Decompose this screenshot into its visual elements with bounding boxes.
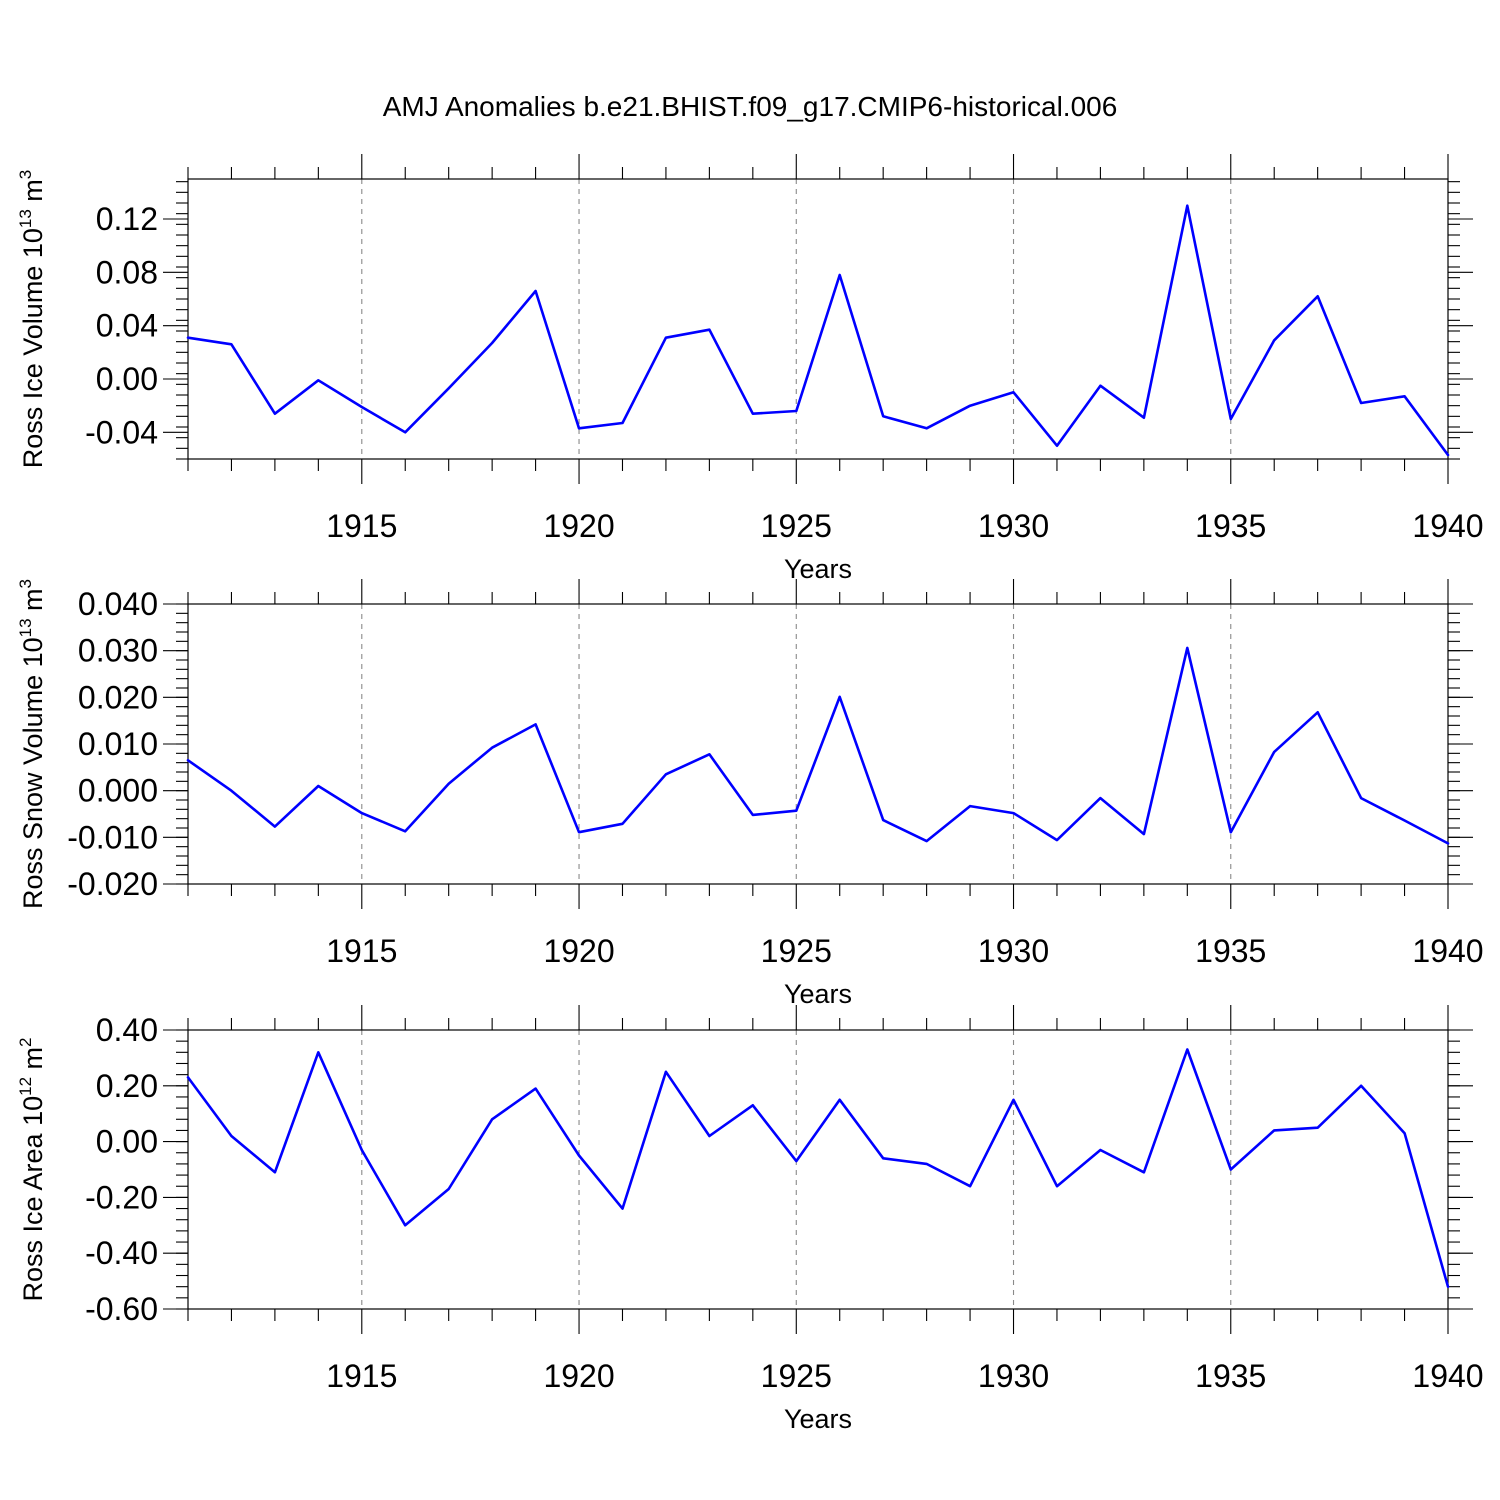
y-tick-label: -0.20 bbox=[85, 1179, 158, 1215]
panel-2: -0.020 -0.010 0.000 0.010 0.020 0.030 0.040 191… bbox=[16, 579, 1484, 1009]
y-axis-title: Ross Snow Volume 1013 m3 bbox=[16, 579, 48, 909]
x-axis-title: Years bbox=[784, 979, 852, 1009]
y-tick-label: -0.04 bbox=[85, 414, 158, 450]
series-line-1 bbox=[186, 204, 1450, 457]
x-tick-label: 1935 bbox=[1195, 1358, 1266, 1394]
series-line-1 bbox=[186, 646, 1450, 845]
y-tick-label: 0.00 bbox=[96, 1124, 158, 1160]
x-tick-label: 1930 bbox=[978, 1358, 1049, 1394]
y-tick-label: 0.08 bbox=[96, 254, 158, 290]
x-tick-label: 1915 bbox=[326, 1358, 397, 1394]
y-tick-label: 0.20 bbox=[96, 1068, 158, 1104]
plot-frame bbox=[187, 1029, 1449, 1310]
y-axis-title: Ross Ice Volume 1013 m3 bbox=[16, 170, 48, 469]
x-axis-title: Years bbox=[784, 1404, 852, 1434]
y-tick-label: -0.010 bbox=[67, 819, 158, 855]
y-tick-label: -0.60 bbox=[85, 1291, 158, 1327]
series-line-1 bbox=[186, 1048, 1450, 1288]
chart-title: AMJ Anomalies b.e21.BHIST.f09_g17.CMIP6-… bbox=[383, 91, 1118, 122]
x-axis-title: Years bbox=[784, 554, 852, 584]
y-tick-label: 0.40 bbox=[96, 1012, 158, 1048]
x-tick-label: 1940 bbox=[1412, 933, 1483, 969]
y-axis-title: Ross Ice Area 1012 m2 bbox=[16, 1037, 48, 1301]
plot-frame bbox=[187, 178, 1449, 460]
y-tick-label: 0.04 bbox=[96, 308, 158, 344]
y-tick-label: 0.010 bbox=[78, 726, 158, 762]
y-tick-label: 0.000 bbox=[78, 773, 158, 809]
panels: -0.04 0.00 0.04 0.08 0.12 1915 1920 1925 1930 193… bbox=[16, 154, 1484, 1434]
panel-1: -0.04 0.00 0.04 0.08 0.12 1915 1920 1925 1930 193… bbox=[16, 154, 1484, 584]
y-tick-label: 0.030 bbox=[78, 633, 158, 669]
y-tick-label: 0.020 bbox=[78, 679, 158, 715]
y-tick-label: 0.040 bbox=[78, 586, 158, 622]
x-tick-label: 1925 bbox=[761, 933, 832, 969]
x-tick-label: 1920 bbox=[543, 933, 614, 969]
x-tick-label: 1920 bbox=[543, 508, 614, 544]
x-tick-label: 1930 bbox=[978, 933, 1049, 969]
y-tick-label: -0.40 bbox=[85, 1235, 158, 1271]
x-tick-label: 1940 bbox=[1412, 508, 1483, 544]
x-tick-label: 1935 bbox=[1195, 508, 1266, 544]
y-tick-label: 0.12 bbox=[96, 201, 158, 237]
panel-3: -0.60 -0.40 -0.20 0.00 0.20 0.40 1915 1920 1925 1… bbox=[16, 1005, 1484, 1434]
y-tick-label: 0.00 bbox=[96, 361, 158, 397]
x-tick-label: 1940 bbox=[1412, 1358, 1483, 1394]
x-tick-label: 1915 bbox=[326, 508, 397, 544]
x-tick-label: 1915 bbox=[326, 933, 397, 969]
x-tick-label: 1925 bbox=[761, 508, 832, 544]
x-tick-label: 1935 bbox=[1195, 933, 1266, 969]
x-tick-label: 1920 bbox=[543, 1358, 614, 1394]
y-tick-label: -0.020 bbox=[67, 866, 158, 902]
x-tick-label: 1930 bbox=[978, 508, 1049, 544]
x-tick-label: 1925 bbox=[761, 1358, 832, 1394]
plot-frame bbox=[187, 603, 1449, 885]
